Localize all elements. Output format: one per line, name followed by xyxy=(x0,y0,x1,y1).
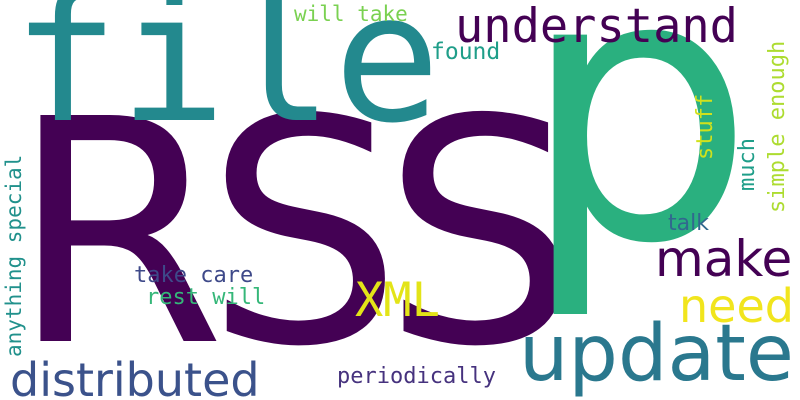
word-p: p xyxy=(520,0,755,325)
word-take-care: take care xyxy=(134,263,254,288)
word-much: much xyxy=(735,138,760,191)
word-rss: RSS xyxy=(10,54,579,400)
word-update: update xyxy=(519,309,794,399)
word-understand: understand xyxy=(455,0,738,54)
word-talk: talk xyxy=(668,211,709,236)
word-will-take: will take xyxy=(294,2,408,26)
word-rest-will: rest will xyxy=(146,285,266,310)
word-distributed: distributed xyxy=(10,353,260,400)
word-stuff: stuff xyxy=(693,93,718,160)
word-periodically: periodically xyxy=(337,364,496,389)
word-file: file xyxy=(12,0,441,162)
word-simple-enough: simple enough xyxy=(765,40,790,213)
word-xml: XML xyxy=(355,273,440,328)
word-anything-special: anything special xyxy=(2,154,26,357)
word-make: make xyxy=(655,230,793,288)
word-found: found xyxy=(431,39,501,65)
word-need: need xyxy=(679,279,794,333)
